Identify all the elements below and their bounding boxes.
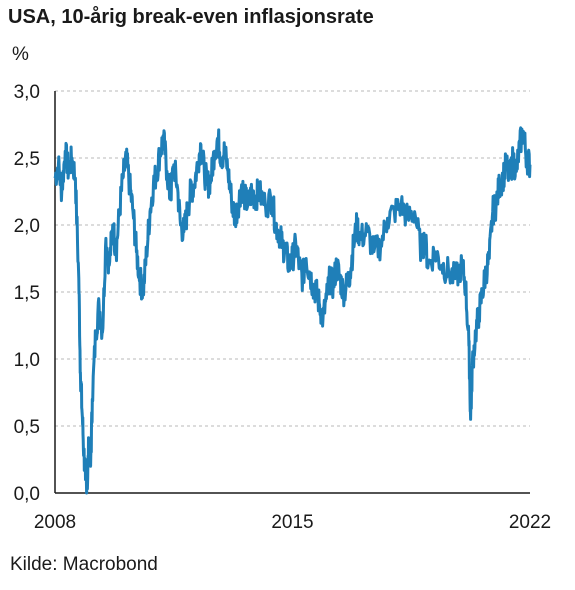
y-axis-unit-label: %: [12, 44, 29, 65]
y-tick-label: 0,0: [14, 484, 40, 505]
y-tick-label: 2,0: [14, 216, 40, 237]
y-tick-label: 2,5: [14, 149, 40, 170]
x-tick-label: 2022: [509, 512, 551, 533]
y-axis-ticks: 0,0 0,5 1,0 1,5 2,0 2,5 3,0: [14, 82, 40, 505]
y-tick-label: 1,0: [14, 350, 40, 371]
y-tick-label: 1,5: [14, 283, 40, 304]
x-axis-ticks: 2008 2015 2022: [34, 512, 551, 533]
source-note: Kilde: Macrobond: [10, 554, 158, 575]
x-tick-label: 2008: [34, 512, 76, 533]
y-tick-label: 3,0: [14, 82, 40, 103]
chart-title: USA, 10-årig break-even inflasjonsrate: [8, 6, 374, 28]
series-line: [53, 126, 532, 495]
x-tick-label: 2015: [271, 512, 313, 533]
y-tick-label: 0,5: [14, 417, 40, 438]
